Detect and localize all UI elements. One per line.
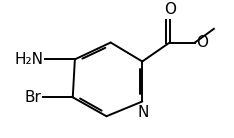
- Text: O: O: [197, 35, 209, 50]
- Text: H₂N: H₂N: [14, 52, 43, 67]
- Text: O: O: [164, 2, 176, 17]
- Text: Br: Br: [24, 90, 41, 105]
- Text: N: N: [138, 105, 149, 120]
